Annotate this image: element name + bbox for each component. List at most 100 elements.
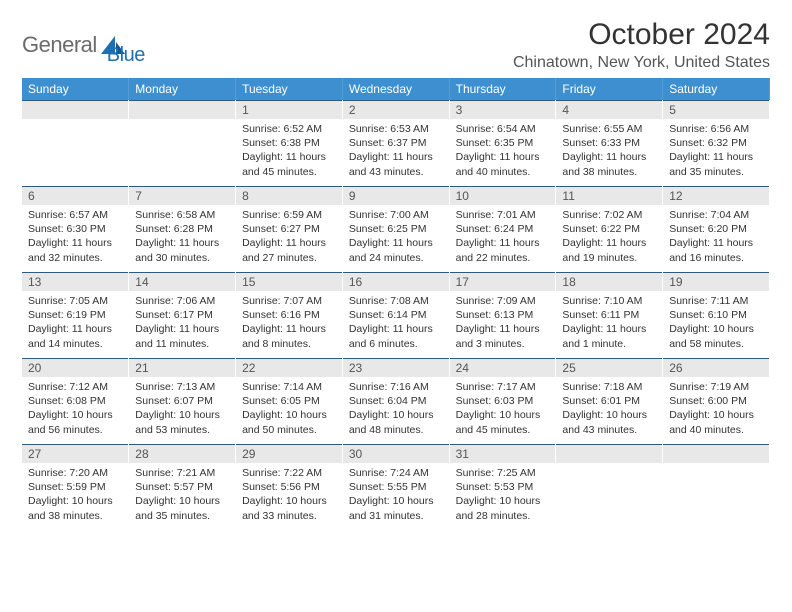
calendar-day-cell: 8Sunrise: 6:59 AMSunset: 6:27 PMDaylight… xyxy=(236,186,343,272)
calendar-day-cell: 12Sunrise: 7:04 AMSunset: 6:20 PMDayligh… xyxy=(663,186,770,272)
day-content: Sunrise: 7:19 AMSunset: 6:00 PMDaylight:… xyxy=(663,377,769,441)
day-number xyxy=(556,444,662,463)
day-info-line: Sunrise: 6:57 AM xyxy=(28,208,122,222)
day-number: 3 xyxy=(450,100,556,119)
calendar-day-cell: 10Sunrise: 7:01 AMSunset: 6:24 PMDayligh… xyxy=(449,186,556,272)
day-info-line: Sunset: 6:04 PM xyxy=(349,394,443,408)
day-info-line: Sunset: 6:27 PM xyxy=(242,222,336,236)
day-info-line: Sunset: 6:10 PM xyxy=(669,308,763,322)
day-content: Sunrise: 7:17 AMSunset: 6:03 PMDaylight:… xyxy=(450,377,556,441)
day-info-line: Sunset: 6:13 PM xyxy=(456,308,550,322)
calendar-week-row: 1Sunrise: 6:52 AMSunset: 6:38 PMDaylight… xyxy=(22,100,770,186)
day-info-line: Daylight: 10 hours and 56 minutes. xyxy=(28,408,122,436)
day-info-line: Daylight: 11 hours and 43 minutes. xyxy=(349,150,443,178)
day-info-line: Daylight: 11 hours and 30 minutes. xyxy=(135,236,229,264)
calendar-day-cell: 26Sunrise: 7:19 AMSunset: 6:00 PMDayligh… xyxy=(663,358,770,444)
day-content: Sunrise: 6:52 AMSunset: 6:38 PMDaylight:… xyxy=(236,119,342,183)
day-info-line: Daylight: 11 hours and 1 minute. xyxy=(562,322,656,350)
day-number: 16 xyxy=(343,272,449,291)
day-info-line: Daylight: 11 hours and 32 minutes. xyxy=(28,236,122,264)
calendar-day-cell: 23Sunrise: 7:16 AMSunset: 6:04 PMDayligh… xyxy=(342,358,449,444)
calendar-day-cell: 22Sunrise: 7:14 AMSunset: 6:05 PMDayligh… xyxy=(236,358,343,444)
day-info-line: Sunrise: 7:00 AM xyxy=(349,208,443,222)
day-info-line: Sunrise: 7:05 AM xyxy=(28,294,122,308)
day-number: 15 xyxy=(236,272,342,291)
day-number: 8 xyxy=(236,186,342,205)
day-info-line: Sunset: 6:19 PM xyxy=(28,308,122,322)
calendar-day-cell: 11Sunrise: 7:02 AMSunset: 6:22 PMDayligh… xyxy=(556,186,663,272)
day-info-line: Sunset: 6:24 PM xyxy=(456,222,550,236)
calendar-table: SundayMondayTuesdayWednesdayThursdayFrid… xyxy=(22,78,770,530)
day-info-line: Daylight: 10 hours and 31 minutes. xyxy=(349,494,443,522)
calendar-day-cell: 7Sunrise: 6:58 AMSunset: 6:28 PMDaylight… xyxy=(129,186,236,272)
day-info-line: Daylight: 10 hours and 38 minutes. xyxy=(28,494,122,522)
day-content: Sunrise: 6:53 AMSunset: 6:37 PMDaylight:… xyxy=(343,119,449,183)
day-number: 18 xyxy=(556,272,662,291)
day-info-line: Sunrise: 7:20 AM xyxy=(28,466,122,480)
day-number: 11 xyxy=(556,186,662,205)
day-info-line: Sunrise: 7:19 AM xyxy=(669,380,763,394)
day-info-line: Sunset: 6:07 PM xyxy=(135,394,229,408)
day-number: 30 xyxy=(343,444,449,463)
day-content: Sunrise: 7:25 AMSunset: 5:53 PMDaylight:… xyxy=(450,463,556,527)
day-info-line: Sunset: 6:33 PM xyxy=(562,136,656,150)
calendar-week-row: 20Sunrise: 7:12 AMSunset: 6:08 PMDayligh… xyxy=(22,358,770,444)
day-content: Sunrise: 7:07 AMSunset: 6:16 PMDaylight:… xyxy=(236,291,342,355)
day-content xyxy=(663,463,769,513)
day-info-line: Sunset: 5:57 PM xyxy=(135,480,229,494)
day-info-line: Sunset: 5:56 PM xyxy=(242,480,336,494)
day-info-line: Sunset: 6:01 PM xyxy=(562,394,656,408)
calendar-day-cell xyxy=(129,100,236,186)
day-info-line: Sunrise: 7:10 AM xyxy=(562,294,656,308)
day-info-line: Sunset: 6:38 PM xyxy=(242,136,336,150)
day-info-line: Sunset: 6:22 PM xyxy=(562,222,656,236)
calendar-day-cell xyxy=(663,444,770,530)
calendar-day-cell: 31Sunrise: 7:25 AMSunset: 5:53 PMDayligh… xyxy=(449,444,556,530)
day-content: Sunrise: 7:09 AMSunset: 6:13 PMDaylight:… xyxy=(450,291,556,355)
calendar-day-cell: 28Sunrise: 7:21 AMSunset: 5:57 PMDayligh… xyxy=(129,444,236,530)
weekday-header: Wednesday xyxy=(342,78,449,100)
day-number: 28 xyxy=(129,444,235,463)
day-number: 20 xyxy=(22,358,128,377)
day-number xyxy=(22,100,128,119)
day-info-line: Daylight: 10 hours and 28 minutes. xyxy=(456,494,550,522)
day-number: 4 xyxy=(556,100,662,119)
calendar-day-cell: 25Sunrise: 7:18 AMSunset: 6:01 PMDayligh… xyxy=(556,358,663,444)
day-info-line: Daylight: 11 hours and 8 minutes. xyxy=(242,322,336,350)
day-info-line: Sunset: 6:35 PM xyxy=(456,136,550,150)
day-info-line: Sunset: 6:11 PM xyxy=(562,308,656,322)
day-info-line: Sunset: 6:28 PM xyxy=(135,222,229,236)
day-info-line: Sunset: 6:25 PM xyxy=(349,222,443,236)
day-content: Sunrise: 7:21 AMSunset: 5:57 PMDaylight:… xyxy=(129,463,235,527)
calendar-day-cell: 14Sunrise: 7:06 AMSunset: 6:17 PMDayligh… xyxy=(129,272,236,358)
day-content xyxy=(129,119,235,169)
day-number: 12 xyxy=(663,186,769,205)
weekday-header-row: SundayMondayTuesdayWednesdayThursdayFrid… xyxy=(22,78,770,100)
day-info-line: Daylight: 11 hours and 22 minutes. xyxy=(456,236,550,264)
day-info-line: Sunrise: 7:09 AM xyxy=(456,294,550,308)
page-header: General Blue October 2024 Chinatown, New… xyxy=(22,18,770,72)
day-info-line: Sunrise: 7:07 AM xyxy=(242,294,336,308)
calendar-day-cell: 15Sunrise: 7:07 AMSunset: 6:16 PMDayligh… xyxy=(236,272,343,358)
day-number: 26 xyxy=(663,358,769,377)
day-info-line: Sunset: 6:17 PM xyxy=(135,308,229,322)
day-number: 6 xyxy=(22,186,128,205)
day-info-line: Sunset: 6:00 PM xyxy=(669,394,763,408)
calendar-day-cell: 17Sunrise: 7:09 AMSunset: 6:13 PMDayligh… xyxy=(449,272,556,358)
day-content: Sunrise: 7:06 AMSunset: 6:17 PMDaylight:… xyxy=(129,291,235,355)
day-content: Sunrise: 7:04 AMSunset: 6:20 PMDaylight:… xyxy=(663,205,769,269)
day-info-line: Sunrise: 7:02 AM xyxy=(562,208,656,222)
day-info-line: Daylight: 10 hours and 48 minutes. xyxy=(349,408,443,436)
day-content: Sunrise: 6:59 AMSunset: 6:27 PMDaylight:… xyxy=(236,205,342,269)
day-info-line: Daylight: 10 hours and 43 minutes. xyxy=(562,408,656,436)
calendar-week-row: 6Sunrise: 6:57 AMSunset: 6:30 PMDaylight… xyxy=(22,186,770,272)
page-title: October 2024 xyxy=(513,18,770,52)
calendar-day-cell: 13Sunrise: 7:05 AMSunset: 6:19 PMDayligh… xyxy=(22,272,129,358)
calendar-page: General Blue October 2024 Chinatown, New… xyxy=(0,0,792,540)
day-number: 27 xyxy=(22,444,128,463)
day-number: 1 xyxy=(236,100,342,119)
day-number: 23 xyxy=(343,358,449,377)
day-info-line: Daylight: 10 hours and 50 minutes. xyxy=(242,408,336,436)
day-info-line: Sunrise: 7:21 AM xyxy=(135,466,229,480)
brand-word-general: General xyxy=(22,32,97,58)
